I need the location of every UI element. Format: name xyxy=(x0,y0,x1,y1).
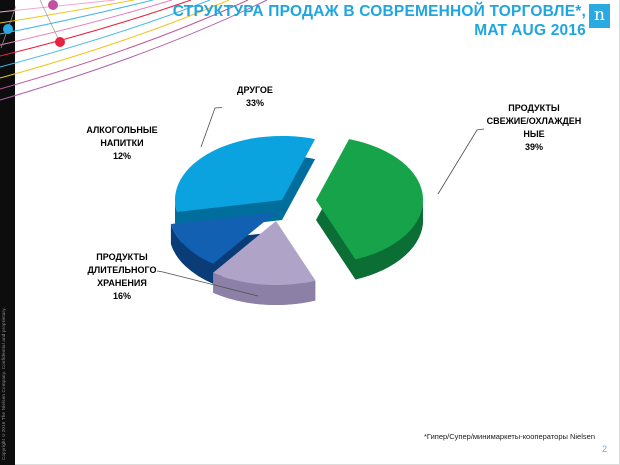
callout-alcohol-line2: НАПИТКИ xyxy=(100,138,144,148)
callout-fresh-line1: ПРОДУКТЫ xyxy=(508,103,560,113)
callout-longlife-line3: ХРАНЕНИЯ xyxy=(97,278,147,288)
footnote: *Гипер/Супер/минимаркеты-кооператоры Nie… xyxy=(424,432,595,441)
pie-slice-top xyxy=(213,221,316,286)
pie-slice-top xyxy=(316,139,424,260)
pie-slice-wall xyxy=(170,224,214,284)
left-black-bar: Copyright ©2016 The Nielsen Company. Con… xyxy=(0,0,15,465)
slide-title-line2: MAT AUG 2016 xyxy=(474,22,586,39)
callout-drugoe: ДРУГОЕ 33% xyxy=(207,84,303,110)
callout-longlife-value: 16% xyxy=(112,291,131,301)
leader-line-drugoe xyxy=(200,107,223,148)
callout-fresh-value: 39% xyxy=(524,142,543,152)
pie-slice-top xyxy=(174,135,316,212)
nielsen-logo: n xyxy=(589,4,610,28)
nielsen-logo-letter: n xyxy=(594,5,605,25)
callout-fresh-line3: НЫЕ xyxy=(523,129,545,139)
callout-drugoe-label: ДРУГОЕ xyxy=(237,85,273,95)
page-number: 2 xyxy=(601,444,607,454)
pie-slice-top xyxy=(170,212,276,264)
slide-title: СТРУКТУРА ПРОДАЖ В СОВРЕМЕННОЙ ТОРГОВЛЕ*… xyxy=(173,2,586,40)
callout-alcohol-line1: АЛКОГОЛЬНЫЕ xyxy=(86,125,158,135)
pie-slice-wall xyxy=(213,272,316,306)
slide-title-line1: СТРУКТУРА ПРОДАЖ В СОВРЕМЕННОЙ ТОРГОВЛЕ*… xyxy=(172,3,586,20)
callout-longlife-line1: ПРОДУКТЫ xyxy=(96,252,148,262)
pie-slice-wall xyxy=(355,200,423,280)
callout-fresh-line2: СВЕЖИЕ/ОХЛАЖДЕН xyxy=(486,116,582,126)
leader-lines xyxy=(156,107,485,297)
leader-line-long xyxy=(156,270,259,297)
callout-alcohol: АЛКОГОЛЬНЫЕ НАПИТКИ 12% xyxy=(62,124,182,163)
leader-line-fresh xyxy=(437,128,485,195)
callout-alcohol-value: 12% xyxy=(112,151,131,161)
callout-fresh: ПРОДУКТЫ СВЕЖИЕ/ОХЛАЖДЕН НЫЕ 39% xyxy=(474,102,594,154)
callout-drugoe-value: 33% xyxy=(245,98,264,108)
callout-longlife-line2: ДЛИТЕЛЬНОГО xyxy=(87,265,157,275)
callout-longlife: ПРОДУКТЫ ДЛИТЕЛЬНОГО ХРАНЕНИЯ 16% xyxy=(62,251,182,303)
pie-slices xyxy=(170,135,424,306)
